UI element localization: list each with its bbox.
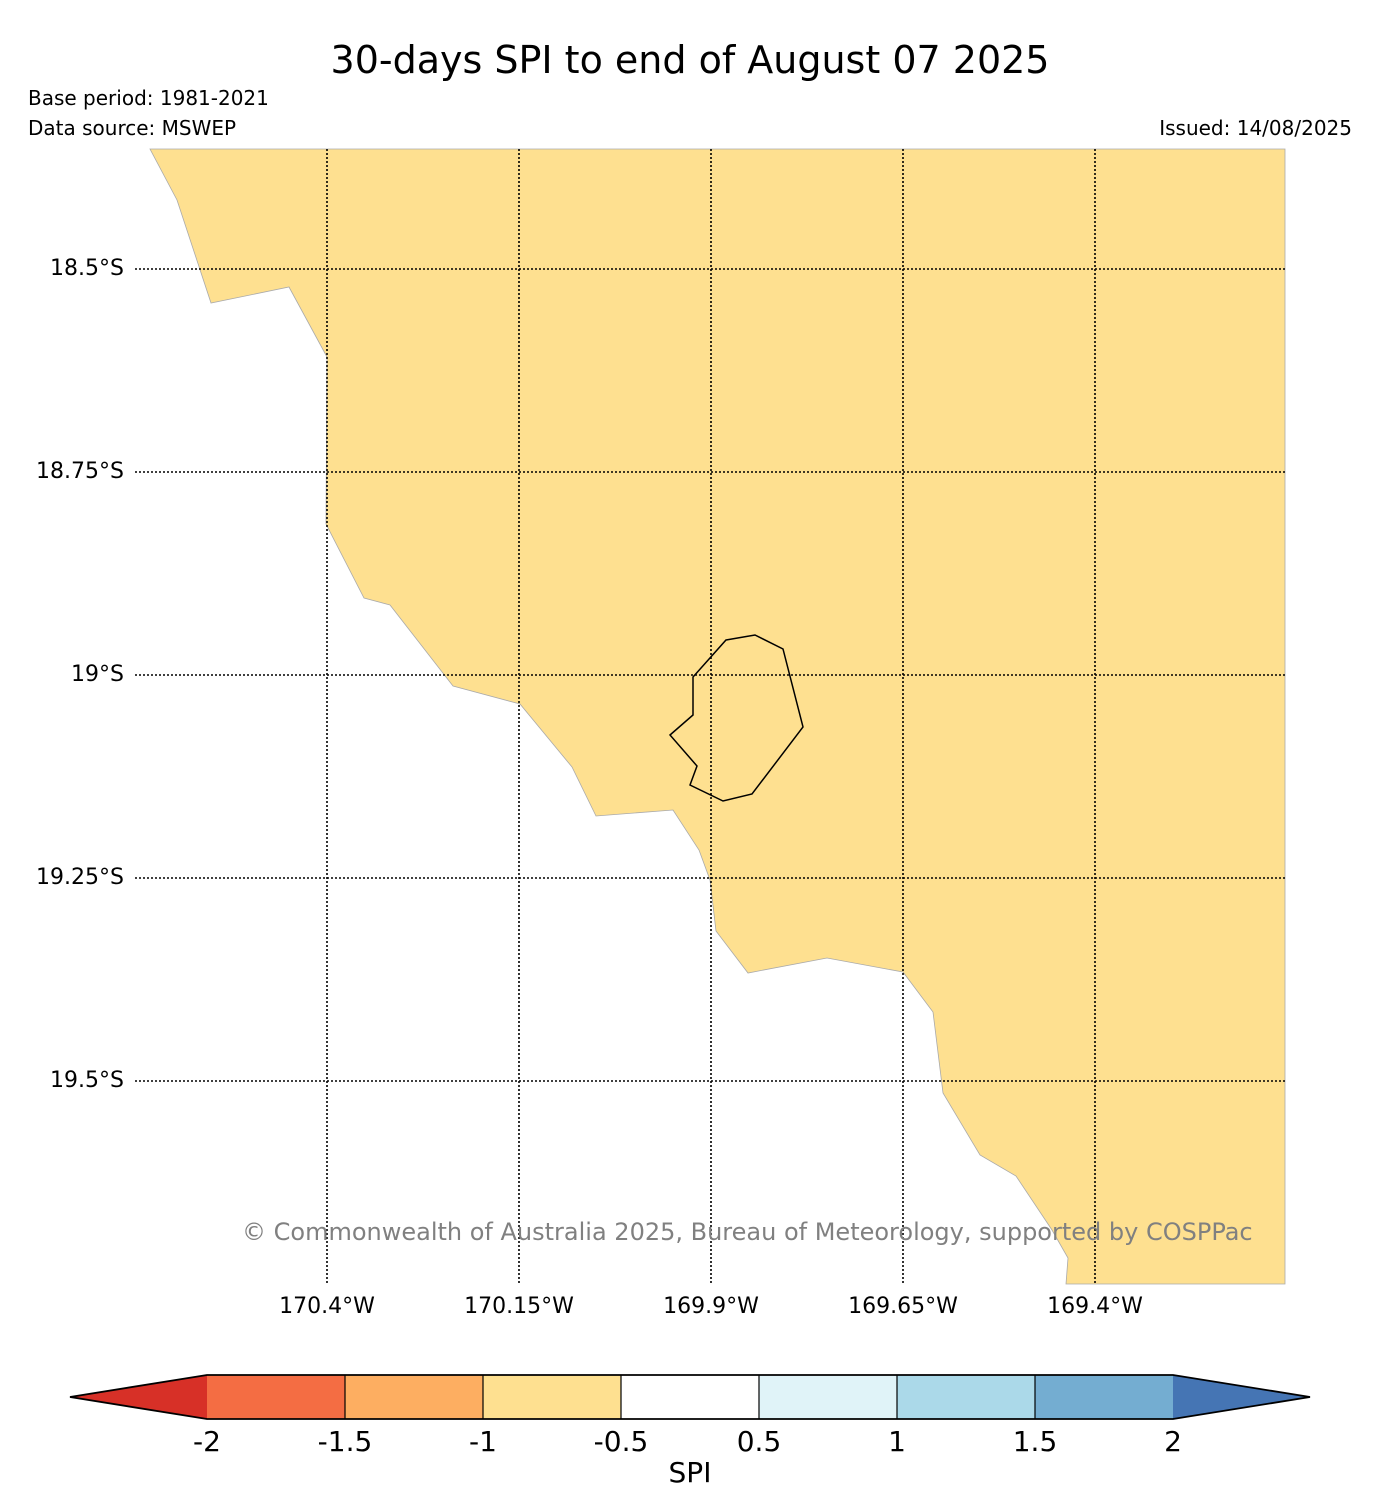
colorbar-extend-low [70,1375,207,1419]
copyright-notice: © Commonwealth of Australia 2025, Bureau… [242,1218,1253,1246]
colorbar-tick-label: 1.5 [1012,1425,1058,1458]
colorbar-segment [1035,1375,1173,1419]
colorbar-tick-label: -1 [469,1425,497,1458]
latitude-label: 19°S [71,662,124,687]
colorbar-segment [207,1375,345,1419]
colorbar-tick-label: 1 [888,1425,906,1458]
map-gridlines [135,149,1285,1284]
colorbar-extend-high [1173,1375,1310,1419]
colorbar-segment [897,1375,1035,1419]
colorbar-tick-label: -2 [193,1425,221,1458]
colorbar-segment [621,1375,759,1419]
longitude-label: 169.9°W [663,1294,759,1319]
issued-date-text: Issued: 14/08/2025 [1159,116,1352,140]
latitude-label: 18.75°S [36,459,124,484]
colorbar-tick-label: -0.5 [593,1425,649,1458]
colorbar-tick-label: -1.5 [317,1425,373,1458]
longitude-label: 170.15°W [464,1294,574,1319]
latitude-label: 18.5°S [50,256,124,281]
data-source-text: Data source: MSWEP [28,116,237,140]
longitude-label: 170.4°W [279,1294,375,1319]
colorbar-segment [759,1375,897,1419]
longitude-label: 169.65°W [848,1294,958,1319]
colorbar-segment [483,1375,621,1419]
latitude-label: 19.25°S [36,865,124,890]
colorbar-tick-label: 0.5 [736,1425,782,1458]
colorbar-outline [69,1374,1311,1420]
spi-colorbar [69,1374,1311,1420]
colorbar-tick-label: 2 [1164,1425,1182,1458]
island-outline [668,634,804,802]
colorbar-label: SPI [668,1456,712,1489]
base-period-text: Base period: 1981-2021 [28,86,269,110]
longitude-label: 169.4°W [1047,1294,1143,1319]
latitude-label: 19.5°S [50,1068,124,1093]
map-title: 30-days SPI to end of August 07 2025 [330,38,1050,82]
colorbar-segment [345,1375,483,1419]
spi-shaded-region [149,148,1286,1285]
